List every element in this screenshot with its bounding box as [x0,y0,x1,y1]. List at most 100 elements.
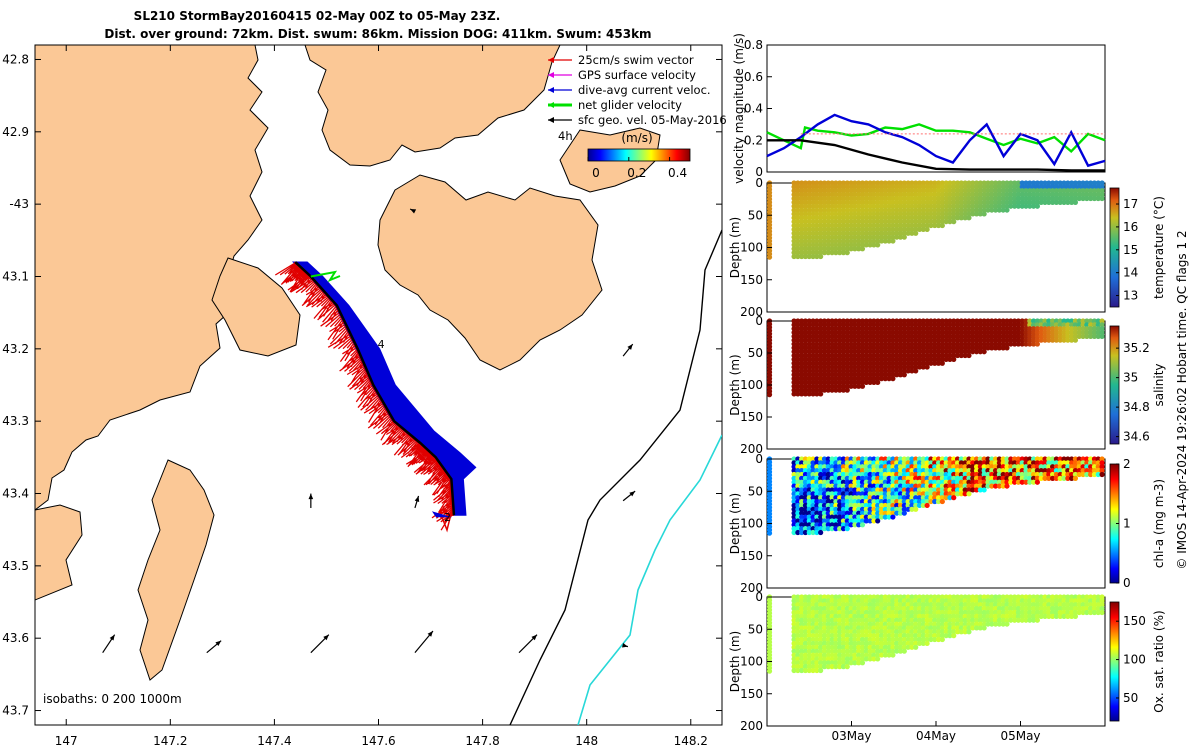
scatter-point [825,598,831,604]
scatter-point [863,652,869,658]
scatter-point [840,456,847,462]
scatter-point [890,609,896,616]
scatter-point [878,644,885,650]
scatter-point [799,222,805,229]
scatter-point [909,483,915,489]
scatter-point [802,487,809,493]
scatter-point [806,242,812,248]
scatter-point [981,188,987,194]
scatter-point [852,518,858,524]
scatter-point [966,345,972,351]
scatter-point [924,352,930,359]
scatter-point [920,640,926,647]
scatter-point [840,341,847,347]
scatter-point [871,349,877,355]
scatter-point [818,219,824,225]
scatter-point [799,514,805,520]
scatter-point [833,479,839,485]
scatter-point [859,502,866,509]
scatter-point [981,606,987,612]
scatter-point [837,192,843,198]
scatter-point [939,337,945,343]
scatter-point [909,352,915,359]
scatter-point [806,360,812,366]
scatter-point [1004,207,1010,213]
scatter-point [962,211,968,217]
scatter-point [844,333,850,339]
scatter-point [977,471,983,478]
scatter-point [920,483,926,489]
depth-ytick-label: 50 [748,484,763,498]
scatter-point [848,502,854,509]
scatter-point [890,652,896,658]
scatter-point [829,387,835,393]
scatter-point [992,594,999,600]
scatter-point [1061,329,1067,336]
scatter-point [821,491,828,497]
scatter-point [844,664,850,670]
scatter-point [985,337,991,343]
scatter-point [806,207,812,213]
scatter-point [928,629,934,635]
scatter-point [821,640,828,647]
scatter-point [875,360,881,366]
scatter-point [833,383,839,389]
scatter-point [1011,322,1018,328]
scatter-point [1095,326,1101,332]
scatter-point [844,617,850,623]
scatter-point [924,491,930,497]
scatter-point [875,487,881,493]
scatter-point [909,491,915,497]
scatter-point [962,483,968,489]
scatter-point [939,184,945,190]
scatter-point [844,215,850,221]
scatter-point [1046,594,1052,600]
scatter-point [928,471,934,478]
scatter-point [852,629,858,635]
scatter-point [867,195,873,202]
scatter-point [1011,188,1018,194]
scatter-point [810,487,816,493]
scatter-point [806,215,812,221]
scatter-point [875,491,881,497]
scatter-point [943,329,949,336]
scatter-point [837,199,843,205]
scatter-point [989,464,995,470]
scatter-point [802,333,809,339]
scatter-point [909,460,915,466]
scatter-point [806,660,812,666]
scatter-point [966,621,972,627]
map-track-layer: 42 [274,261,477,533]
scatter-point [920,356,926,362]
scatter-point [981,621,987,627]
scatter-point [833,360,839,366]
scatter-point [913,491,919,497]
scatter-point [920,222,926,229]
scatter-point [814,230,820,236]
scatter-point [878,195,885,202]
scatter-point [897,322,904,328]
scatter-point [1008,609,1014,616]
scatter-point [806,656,812,662]
scatter-point [837,617,843,623]
scatter-point [897,621,904,627]
scatter-point [954,487,961,493]
scatter-point [1091,192,1098,198]
scatter-point [1050,606,1056,612]
scatter-point [825,617,831,623]
scatter-point [924,341,930,347]
scatter-point [913,498,919,505]
scatter-point [970,341,976,347]
scatter-point [766,392,773,398]
sfc-geo-vector-head [621,643,628,648]
scatter-point [962,333,968,339]
scatter-point [932,207,938,213]
scatter-point [867,609,873,616]
scatter-point [909,625,915,631]
scatter-point [802,475,809,481]
scatter-point [951,195,957,202]
scatter-point [848,180,854,186]
scatter-point [1061,180,1067,186]
scatter-point [920,188,926,194]
scatter-point [992,475,999,481]
